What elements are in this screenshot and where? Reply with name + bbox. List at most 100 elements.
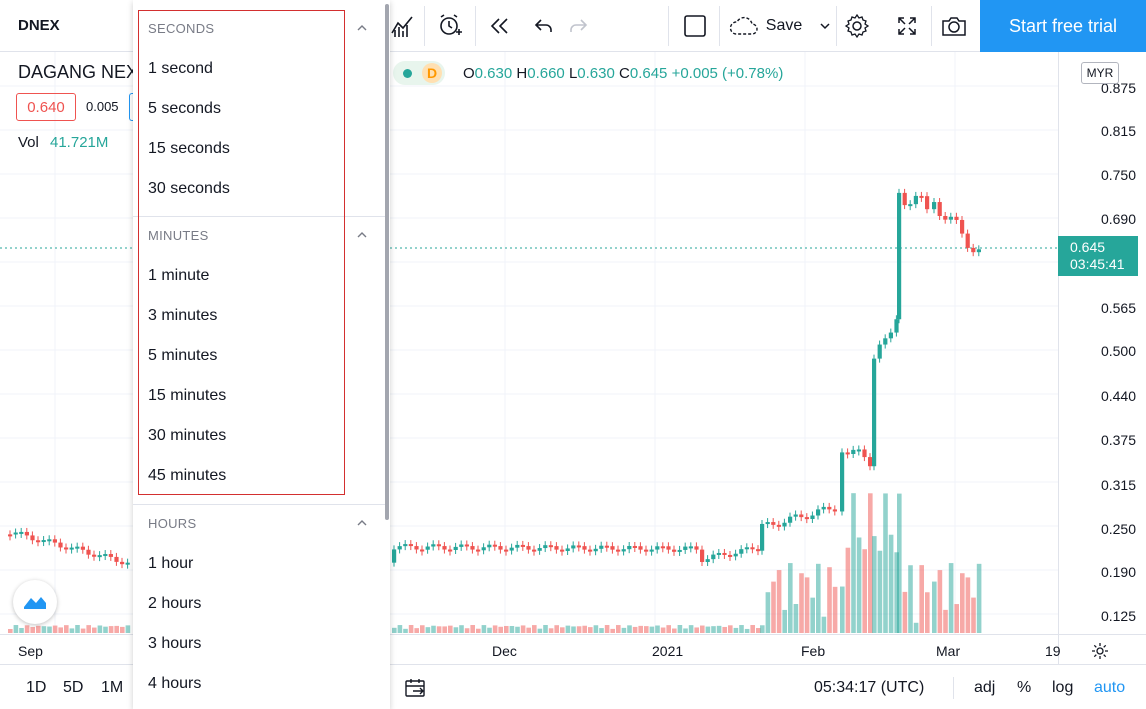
currency-badge[interactable]: MYR	[1081, 62, 1119, 84]
candle-body	[932, 202, 937, 210]
toolbar-divider	[424, 6, 425, 46]
price-axis[interactable]: 0.875 0.815 0.750 0.690 0.565 0.500 0.44…	[1058, 52, 1146, 664]
range-1m-button[interactable]: 1M	[101, 679, 124, 696]
log-scale-toggle[interactable]: log	[1052, 679, 1074, 696]
chevron-up-icon[interactable]	[355, 229, 369, 241]
volume-bar	[948, 563, 954, 633]
minutes-section-header[interactable]: MINUTES	[148, 228, 209, 243]
hours-section-header[interactable]: HOURS	[148, 516, 197, 531]
chevron-up-icon[interactable]	[355, 22, 369, 34]
volume-bar	[960, 573, 965, 633]
candle-body	[593, 548, 598, 552]
candle-body	[913, 195, 918, 205]
volume-bar	[733, 627, 739, 633]
volume-bar	[431, 625, 436, 633]
percent-scale-toggle[interactable]: %	[1017, 679, 1032, 696]
interval-option[interactable]: 15 seconds	[148, 140, 230, 157]
start-free-trial-button[interactable]: Start free trial	[980, 0, 1146, 52]
candle-body	[92, 554, 97, 557]
candle-body	[41, 540, 46, 543]
range-5d-button[interactable]: 5D	[63, 679, 84, 696]
adj-toggle[interactable]: adj	[974, 679, 996, 696]
candle-body	[827, 506, 832, 510]
volume-bar	[739, 625, 744, 633]
bottom-divider	[953, 677, 954, 699]
volume-bar	[470, 625, 475, 633]
fullscreen-button[interactable]	[888, 6, 926, 46]
volume-bar	[75, 625, 80, 633]
volume-bar	[666, 625, 671, 633]
volume-bar	[776, 570, 782, 633]
price-tick: 0.565	[1100, 300, 1136, 316]
interval-option[interactable]: 5 seconds	[148, 100, 221, 117]
candle-body	[114, 556, 119, 562]
candle-body	[976, 249, 981, 253]
chevron-down-icon[interactable]	[818, 19, 832, 33]
dropdown-scrollbar[interactable]	[385, 4, 389, 520]
volume-bar	[588, 627, 593, 633]
volume-bar	[114, 625, 119, 633]
interval-option[interactable]: 3 hours	[148, 635, 202, 652]
alert-button[interactable]	[431, 6, 469, 46]
volume-bar	[722, 626, 727, 633]
volume-bar	[565, 625, 571, 633]
interval-option[interactable]: 1 second	[148, 60, 213, 77]
candle-body	[856, 449, 861, 452]
interval-option[interactable]: 30 seconds	[148, 180, 230, 197]
candle-body	[851, 449, 856, 454]
interval-option[interactable]: 1 hour	[148, 555, 194, 572]
interval-option[interactable]: 15 minutes	[148, 387, 227, 404]
layout-button[interactable]	[676, 6, 714, 46]
interval-option[interactable]: 3 minutes	[148, 307, 218, 324]
volume-bar	[888, 534, 894, 633]
volume-bar	[414, 628, 419, 633]
candle-body	[97, 555, 102, 558]
market-status-pill[interactable]: D	[393, 61, 445, 85]
chart-settings-gear-icon[interactable]	[1090, 641, 1110, 661]
volume-bar	[649, 626, 655, 633]
seconds-section-header[interactable]: SECONDS	[148, 21, 215, 36]
snapshot-icon	[942, 17, 966, 36]
auto-scale-toggle[interactable]: auto	[1094, 679, 1126, 696]
interval-option[interactable]: 1 minute	[148, 267, 210, 284]
volume-bar	[711, 626, 716, 633]
utc-clock[interactable]: 05:34:17 (UTC)	[814, 679, 925, 696]
time-axis[interactable]: Sep Dec 2021 Feb Mar 19	[0, 634, 1146, 664]
volume-bar	[902, 591, 908, 633]
redo-button[interactable]	[562, 6, 594, 46]
replay-button[interactable]	[482, 6, 518, 46]
chevron-up-icon[interactable]	[355, 517, 369, 529]
volume-bar	[832, 586, 838, 633]
candle-body	[627, 545, 632, 550]
open-value: 0.630	[474, 65, 513, 82]
candle-body	[771, 522, 776, 525]
symbol-search-button[interactable]: DNEX	[18, 17, 60, 34]
snapshot-button[interactable]	[935, 6, 973, 46]
candle-body	[632, 545, 637, 548]
go-to-date-icon[interactable]	[404, 677, 428, 699]
volume-bar	[420, 625, 425, 633]
volume-bar	[744, 628, 750, 633]
interval-option[interactable]: 4 hours	[148, 675, 202, 692]
interval-dropdown[interactable]: SECONDS 1 second 5 seconds 15 seconds 30…	[133, 0, 390, 709]
close-label: C	[619, 65, 630, 82]
undo-button[interactable]	[528, 6, 560, 46]
interval-option[interactable]: 5 minutes	[148, 347, 218, 364]
price-tick: 0.500	[1100, 343, 1136, 359]
price-tick: 0.375	[1100, 432, 1136, 448]
volume-bar	[459, 625, 464, 633]
interval-option[interactable]: 2 hours	[148, 595, 202, 612]
tradingview-logo-icon[interactable]	[13, 580, 57, 624]
volume-bar	[799, 573, 804, 633]
range-1d-button[interactable]: 1D	[26, 679, 47, 696]
toolbar-divider	[836, 6, 837, 46]
save-button[interactable]: Save	[724, 6, 836, 46]
interval-option[interactable]: 30 minutes	[148, 427, 227, 444]
volume-bar	[403, 628, 408, 633]
interval-option[interactable]: 45 minutes	[148, 467, 227, 484]
candle-body	[954, 216, 959, 220]
volume-bar	[548, 628, 554, 633]
bid-price-box[interactable]: 0.640	[16, 93, 76, 121]
indicators-button[interactable]	[386, 6, 418, 46]
settings-button[interactable]	[838, 6, 876, 46]
